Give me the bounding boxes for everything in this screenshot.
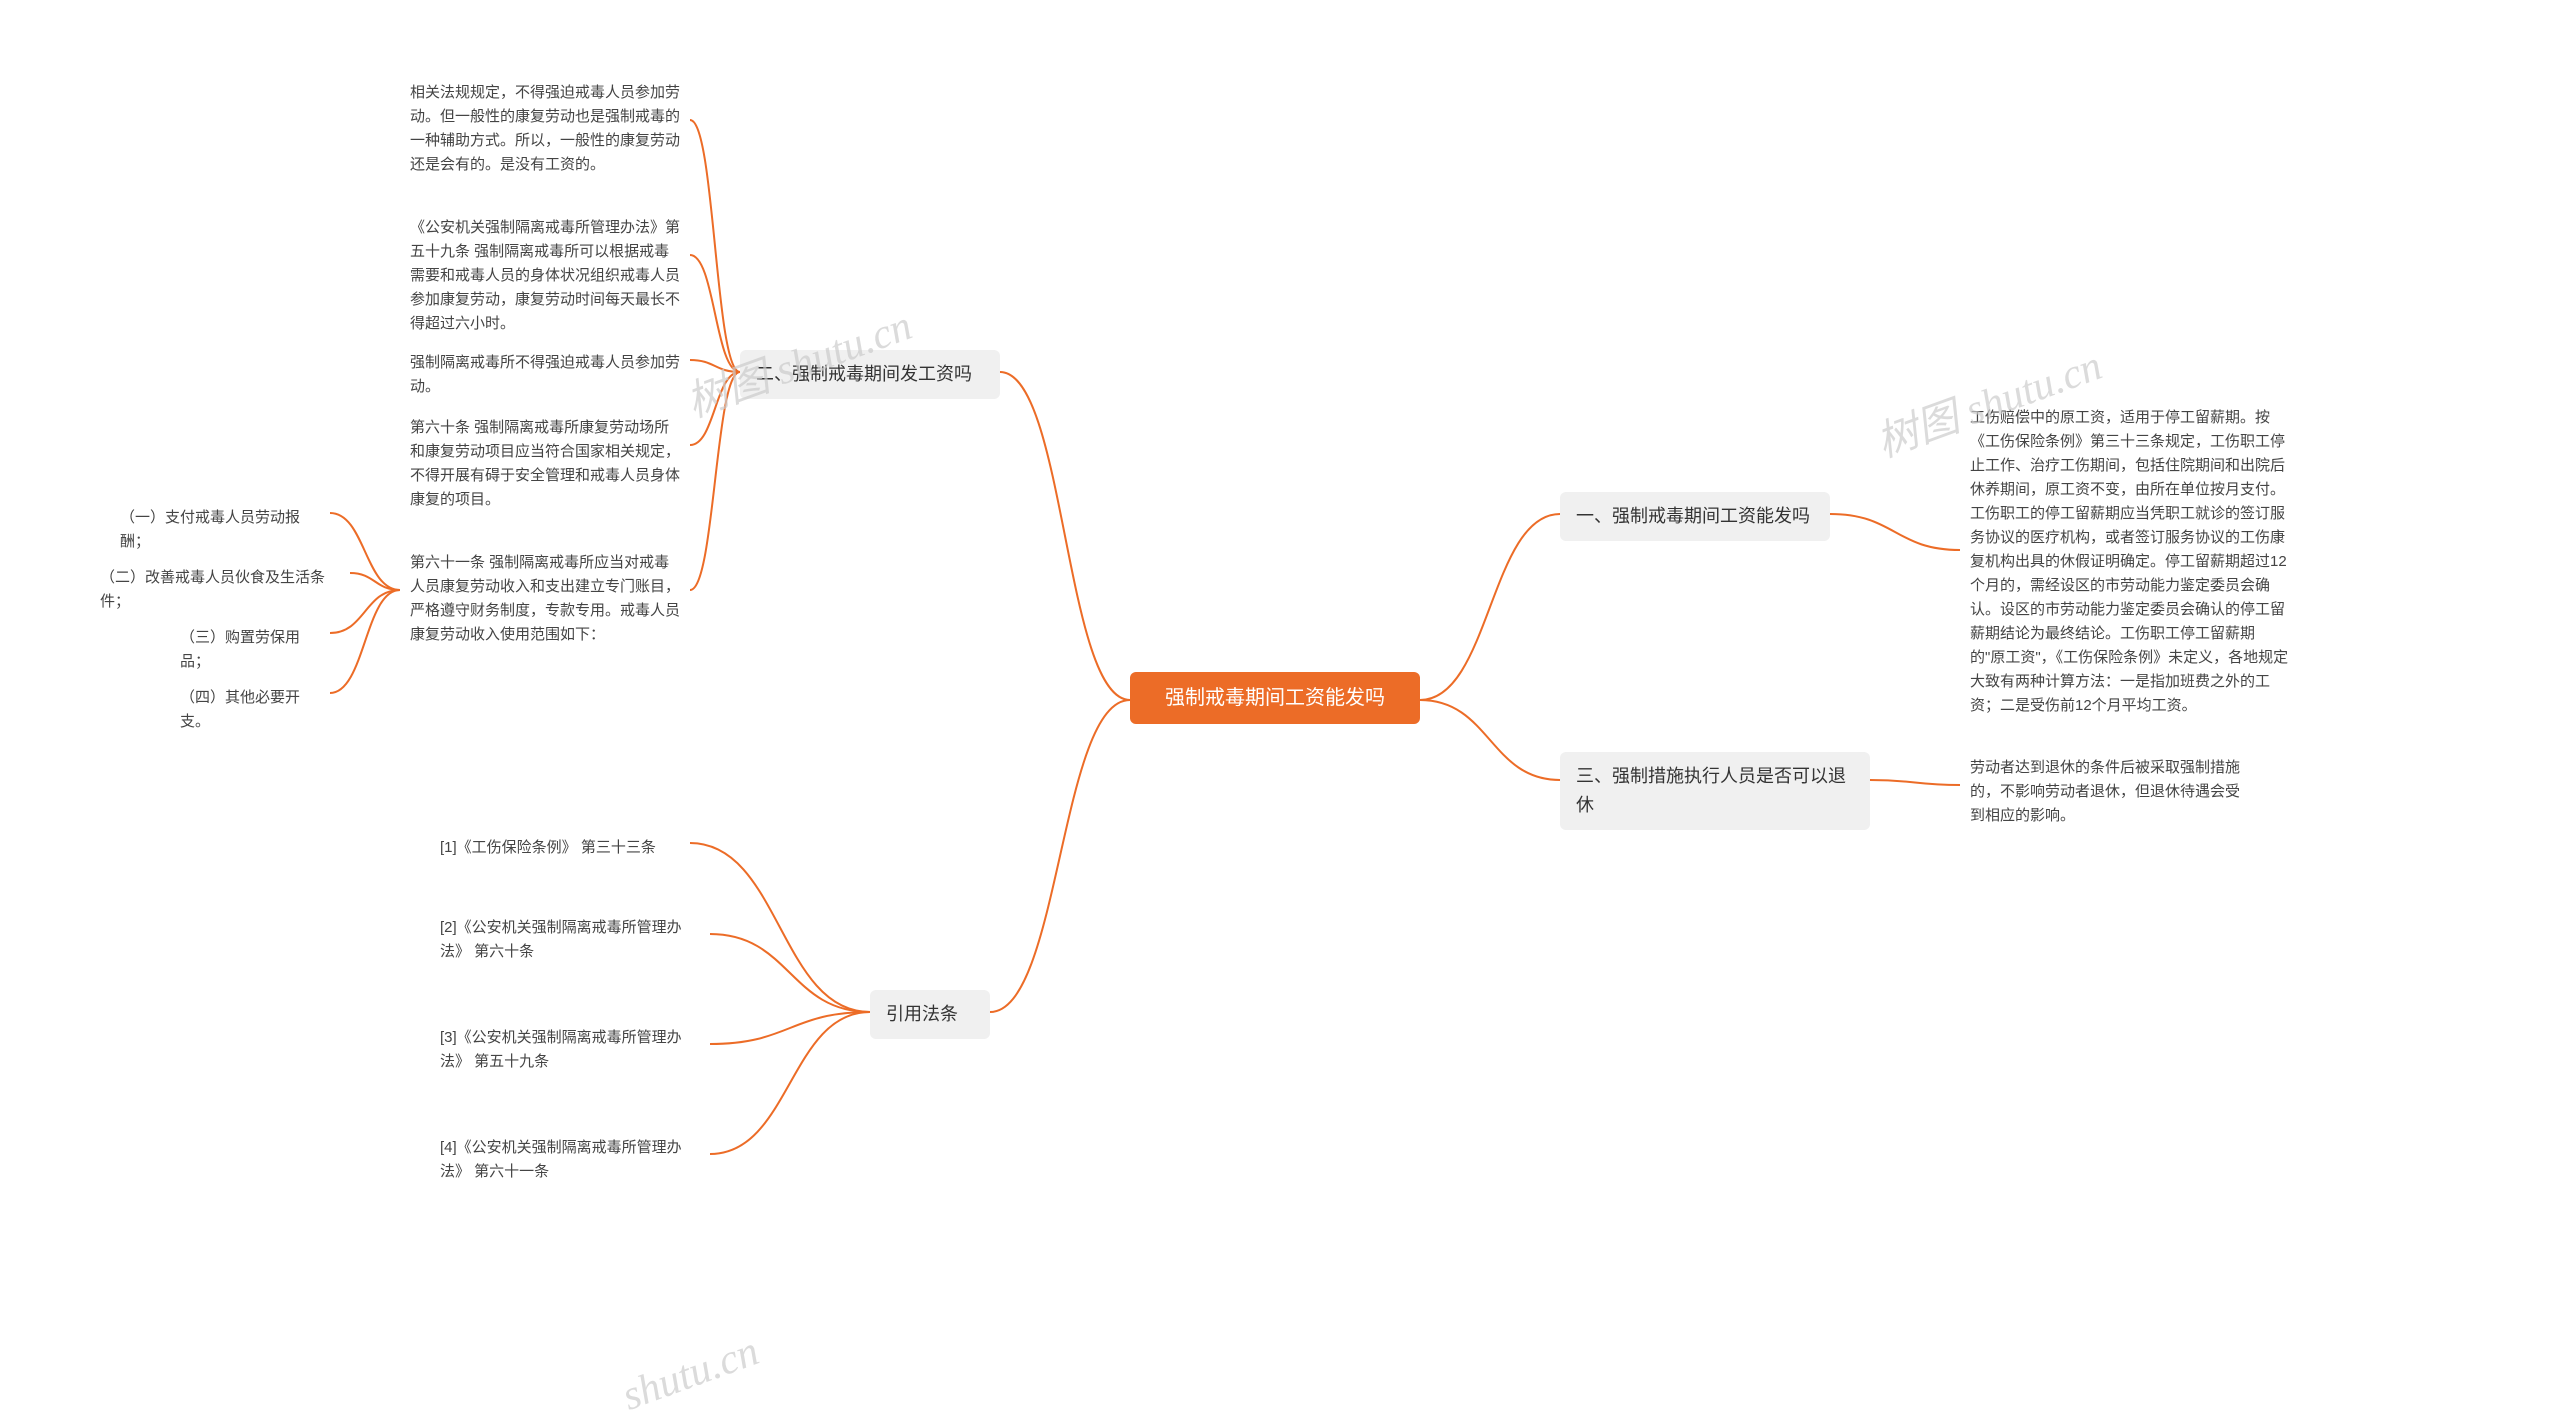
branch-section-3[interactable]: 三、强制措施执行人员是否可以退休 xyxy=(1560,752,1870,830)
leaf-section-2-item-2: 强制隔离戒毒所不得强迫戒毒人员参加劳动。 xyxy=(400,345,690,405)
leaf-section-2-item-4: 第六十一条 强制隔离戒毒所应当对戒毒人员康复劳动收入和支出建立专门账目，严格遵守… xyxy=(400,545,690,653)
leaf-section-2-item-0: 相关法规规定，不得强迫戒毒人员参加劳动。但一般性的康复劳动也是强制戒毒的一种辅助… xyxy=(400,75,690,183)
leaf-section-2-item-3: 第六十条 强制隔离戒毒所康复劳动场所和康复劳动项目应当符合国家相关规定，不得开展… xyxy=(400,410,690,518)
root-node[interactable]: 强制戒毒期间工资能发吗 xyxy=(1130,672,1420,724)
branch-section-2[interactable]: 二、强制戒毒期间发工资吗 xyxy=(740,350,1000,399)
leaf-section-2-item-4-sub-0: （一）支付戒毒人员劳动报酬； xyxy=(110,500,330,560)
leaf-section-2-item-4-sub-2: （三）购置劳保用品； xyxy=(170,620,330,680)
leaf-section-2-item-4-sub-1: （二）改善戒毒人员伙食及生活条件； xyxy=(90,560,350,620)
leaf-citations-item-0: [1]《工伤保险条例》 第三十三条 xyxy=(430,830,690,866)
leaf-citations-item-3: [4]《公安机关强制隔离戒毒所管理办法》 第六十一条 xyxy=(430,1130,710,1190)
leaf-citations-item-1: [2]《公安机关强制隔离戒毒所管理办法》 第六十条 xyxy=(430,910,710,970)
leaf-section-1-item-0: 工伤赔偿中的原工资，适用于停工留薪期。按《工伤保险条例》第三十三条规定，工伤职工… xyxy=(1960,400,2300,724)
leaf-section-3-item-0: 劳动者达到退休的条件后被采取强制措施的，不影响劳动者退休，但退休待遇会受到相应的… xyxy=(1960,750,2260,834)
leaf-section-2-item-1: 《公安机关强制隔离戒毒所管理办法》第五十九条 强制隔离戒毒所可以根据戒毒需要和戒… xyxy=(400,210,690,342)
branch-section-1[interactable]: 一、强制戒毒期间工资能发吗 xyxy=(1560,492,1830,541)
mindmap-canvas: 强制戒毒期间工资能发吗 一、强制戒毒期间工资能发吗 工伤赔偿中的原工资，适用于停… xyxy=(0,0,2560,1383)
branch-citations[interactable]: 引用法条 xyxy=(870,990,990,1039)
leaf-citations-item-2: [3]《公安机关强制隔离戒毒所管理办法》 第五十九条 xyxy=(430,1020,710,1080)
watermark-2: shutu.cn xyxy=(616,1327,765,1420)
leaf-section-2-item-4-sub-3: （四）其他必要开支。 xyxy=(170,680,330,740)
